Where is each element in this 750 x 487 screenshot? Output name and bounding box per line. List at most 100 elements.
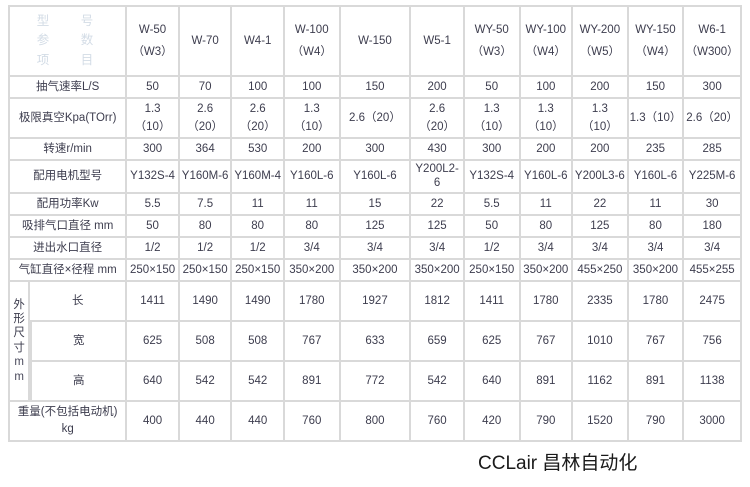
cell-motor_model-10: Y225M-6	[684, 161, 742, 194]
cell-width-6: 625	[464, 321, 521, 362]
cell-weight-7: 790	[520, 401, 574, 442]
cell-weight-3: 760	[284, 401, 341, 442]
cell-height-8: 1162	[573, 361, 629, 402]
cell-motor_power-3: 11	[284, 193, 341, 216]
cell-length-3: 1780	[284, 281, 341, 322]
cell-water_port_diameter-3: 3/4	[284, 237, 341, 260]
cell-width-1: 508	[179, 321, 233, 362]
cell-motor_power-4: 15	[340, 193, 412, 216]
model-header-2: W4-1	[232, 5, 285, 77]
model-name: WY-50	[474, 24, 509, 37]
model-header-8: WY-200 （W5）	[573, 5, 629, 77]
cell-cylinder-2: 250×150	[232, 259, 285, 282]
cell-water_port_diameter-5: 3/4	[411, 237, 465, 260]
cell-cylinder-8: 455×250	[573, 259, 629, 282]
cell-motor_power-1: 7.5	[179, 193, 233, 216]
corner-row-2: 项目	[24, 51, 125, 70]
cell-length-7: 1780	[520, 281, 574, 322]
model-name: W5-1	[423, 34, 451, 47]
cell-port_diameter-7: 80	[520, 215, 574, 238]
cell-rotation_speed-7: 200	[520, 139, 574, 161]
cell-port_diameter-0: 50	[127, 215, 180, 238]
row-label-pumping_speed: 抽气速率L/S	[8, 77, 128, 99]
cell-port_diameter-5: 125	[411, 215, 465, 238]
row-pumping_speed: 抽气速率L/S 50 70 100 100 150 200 50 100 200 150 300	[8, 77, 742, 99]
vacuum-pump-spec-table: 型号参数项目 W-50 （W3） W-70 W4-1 W-100 （W4） W-150 W5-1…	[8, 5, 742, 442]
cell-ultimate_vacuum-2: 2.6 （20）	[232, 99, 285, 139]
model-sub: （W4）	[635, 45, 676, 58]
cell-port_diameter-8: 125	[573, 215, 629, 238]
cell-water_port_diameter-2: 1/2	[232, 237, 285, 260]
cell-width-0: 625	[127, 321, 180, 362]
dim-label-width: 宽	[30, 321, 128, 362]
cell-motor_power-10: 30	[684, 193, 742, 216]
row-port_diameter: 吸排气口直径 mm 50 80 80 80 125 125 50 80 125 80 180	[8, 215, 742, 238]
cell-height-7: 891	[520, 361, 574, 402]
model-header-0: W-50 （W3）	[127, 5, 180, 77]
cell-rotation_speed-5: 430	[411, 139, 465, 161]
weight-unit: kg	[61, 422, 74, 435]
cell-port_diameter-1: 80	[179, 215, 233, 238]
cell-weight-5: 760	[411, 401, 465, 442]
cell-rotation_speed-9: 235	[628, 139, 685, 161]
cell-width-4: 633	[340, 321, 412, 362]
cell-cylinder-6: 250×150	[464, 259, 521, 282]
cell-water_port_diameter-8: 3/4	[573, 237, 629, 260]
cell-width-3: 767	[284, 321, 341, 362]
cell-weight-4: 800	[340, 401, 412, 442]
cell-motor_model-2: Y160M-4	[232, 161, 285, 194]
cell-ultimate_vacuum-7: 1.3 （10）	[520, 99, 574, 139]
cell-pumping_speed-7: 100	[520, 77, 574, 99]
spec-table-container: 型号参数项目 W-50 （W3） W-70 W4-1 W-100 （W4） W-150 W5-1…	[8, 5, 742, 442]
cell-ultimate_vacuum-5: 2.6 （20）	[411, 99, 465, 139]
cell-water_port_diameter-9: 3/4	[628, 237, 685, 260]
model-name: W-100	[294, 24, 329, 37]
cell-cylinder-10: 455×255	[684, 259, 742, 282]
vacuum-value: 2.6（20）	[686, 111, 739, 124]
cell-pumping_speed-1: 70	[179, 77, 233, 99]
cell-pumping_speed-2: 100	[232, 77, 285, 99]
dim-side-char: 尺	[13, 327, 25, 340]
row-label-water_port_diameter: 进出水口直径	[8, 237, 128, 260]
model-sub: （W300）	[685, 45, 739, 58]
header-corner-cell: 型号参数项目	[8, 5, 128, 77]
corner-row-0: 型号	[24, 12, 125, 31]
cell-water_port_diameter-4: 3/4	[340, 237, 412, 260]
cell-rotation_speed-8: 200	[573, 139, 629, 161]
cell-motor_model-3: Y160L-6	[284, 161, 341, 194]
cell-cylinder-4: 350×200	[340, 259, 412, 282]
vacuum-torr: （20）	[419, 121, 456, 133]
row-height: 高 640 542 542 891 772 542 640 891 1162 891 1138	[8, 361, 742, 402]
cell-motor_power-2: 11	[232, 193, 285, 216]
corner-char: 数	[80, 33, 94, 48]
model-name: W4-1	[243, 34, 272, 47]
row-rotation_speed: 转速r/min 300 364 530 200 300 430 300 200 200 235 285	[8, 139, 742, 161]
model-name: W-150	[358, 34, 392, 47]
cell-motor_power-9: 11	[628, 193, 685, 216]
vacuum-value: 1.3	[303, 102, 320, 115]
cell-weight-6: 420	[464, 401, 521, 442]
spec-table-body: 型号参数项目 W-50 （W3） W-70 W4-1 W-100 （W4） W-150 W5-1…	[8, 5, 742, 442]
cell-water_port_diameter-1: 1/2	[179, 237, 233, 260]
cell-ultimate_vacuum-3: 1.3 （10）	[284, 99, 341, 139]
model-header-6: WY-50 （W3）	[464, 5, 521, 77]
vacuum-value: 1.3	[591, 102, 608, 115]
vacuum-value: 1.3	[537, 102, 554, 115]
cell-pumping_speed-10: 300	[684, 77, 742, 99]
cell-cylinder-7: 350×200	[520, 259, 574, 282]
cell-ultimate_vacuum-4: 2.6（20）	[340, 99, 412, 139]
cell-ultimate_vacuum-9: 1.3（10）	[628, 99, 685, 139]
cell-port_diameter-10: 180	[684, 215, 742, 238]
cell-pumping_speed-4: 150	[340, 77, 412, 99]
row-label-motor_power: 配用功率Kw	[8, 193, 128, 216]
cell-motor_power-5: 22	[411, 193, 465, 216]
cell-motor_model-1: Y160M-6	[179, 161, 233, 194]
cell-weight-2: 440	[232, 401, 285, 442]
model-sub: （W4）	[291, 45, 332, 58]
cell-length-6: 1411	[464, 281, 521, 322]
row-ultimate_vacuum: 极限真空Kpa(TOrr) 1.3 （10） 2.6 （20） 2.6 （20） 1.3 （10…	[8, 99, 742, 139]
cell-rotation_speed-1: 364	[179, 139, 233, 161]
row-length: 外形尺寸 mm 长 1411 1490 1490 1780 1927 1812 1411 1780 2…	[8, 281, 742, 402]
cell-length-0: 1411	[127, 281, 180, 322]
vacuum-torr: （10）	[134, 121, 171, 133]
